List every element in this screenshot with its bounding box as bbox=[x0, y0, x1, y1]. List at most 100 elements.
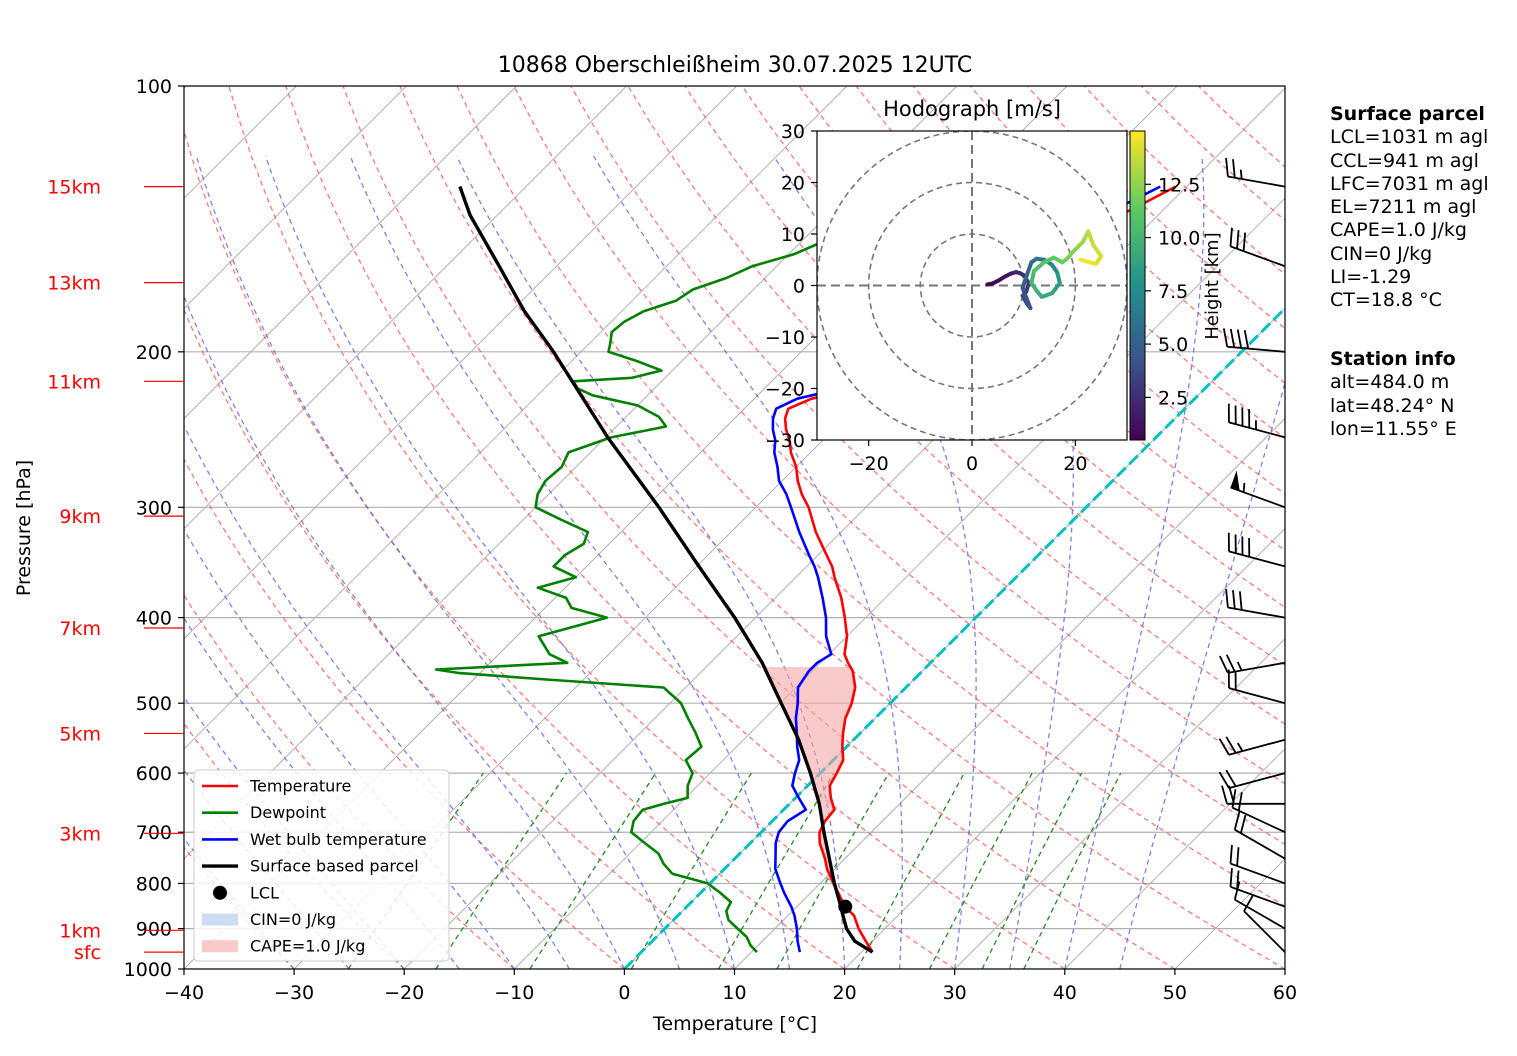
y-tick-label: 900 bbox=[136, 919, 172, 941]
moist-adiabat bbox=[184, 617, 460, 969]
legend-swatch bbox=[202, 913, 238, 926]
y-tick-label: 100 bbox=[136, 76, 172, 98]
height-label: sfc bbox=[74, 942, 101, 964]
wind-barbs bbox=[1218, 157, 1286, 953]
x-tick-label: 20 bbox=[833, 982, 857, 1004]
hodograph-segment bbox=[1032, 260, 1046, 274]
isotherm bbox=[844, 527, 1285, 969]
y-tick-label: 1000 bbox=[124, 959, 172, 981]
moist-adiabat bbox=[184, 294, 625, 969]
hodo-y-tick-label: 30 bbox=[781, 121, 805, 143]
wind-barb bbox=[1225, 588, 1286, 619]
height-label: 1km bbox=[59, 920, 101, 942]
y-tick-label: 500 bbox=[136, 693, 172, 715]
legend-label: CAPE=1.0 J/kg bbox=[250, 937, 365, 956]
dry-adiabat bbox=[456, 86, 1285, 907]
legend-swatch bbox=[213, 885, 227, 900]
legend-label: Surface based parcel bbox=[250, 857, 419, 876]
wet-bulb-zero-line bbox=[623, 306, 1285, 969]
hodo-x-tick-label: −20 bbox=[849, 453, 889, 475]
isotherm bbox=[184, 86, 517, 420]
info-line: CCL=941 m agl bbox=[1330, 149, 1479, 172]
legend-label: LCL bbox=[250, 883, 279, 902]
wind-barb bbox=[1230, 470, 1286, 509]
info-line: lat=48.24° N bbox=[1330, 394, 1455, 417]
hodo-y-tick-label: 20 bbox=[781, 173, 805, 195]
colorbar-label: Height [km] bbox=[1202, 232, 1223, 339]
x-tick-label: −30 bbox=[274, 982, 314, 1004]
info-line: CIN=0 J/kg bbox=[1330, 242, 1433, 265]
moist-adiabat bbox=[184, 424, 570, 969]
colorbar-tick-label: 12.5 bbox=[1158, 174, 1200, 196]
x-tick-label: 10 bbox=[722, 982, 746, 1004]
height-label: 3km bbox=[59, 823, 101, 845]
info-line: CT=18.8 °C bbox=[1330, 289, 1442, 312]
moist-adiabat bbox=[996, 155, 1074, 969]
y-tick-label: 400 bbox=[136, 608, 172, 630]
hodo-y-tick-label: 0 bbox=[793, 276, 805, 298]
mixing-ratio-line bbox=[856, 772, 965, 969]
wind-barb bbox=[1229, 868, 1286, 908]
height-label: 11km bbox=[47, 371, 101, 393]
legend-label: Temperature bbox=[249, 777, 351, 796]
x-tick-label: 60 bbox=[1273, 982, 1297, 1004]
y-tick-label: 200 bbox=[136, 342, 172, 364]
height-label: 15km bbox=[47, 177, 101, 199]
x-tick-label: −10 bbox=[494, 982, 534, 1004]
hodo-y-tick-label: −20 bbox=[765, 379, 805, 401]
dry-adiabat bbox=[184, 457, 625, 969]
dry-adiabat bbox=[513, 86, 1285, 846]
wind-barb bbox=[1233, 881, 1286, 930]
wind-barb bbox=[1222, 328, 1286, 353]
dry-adiabat bbox=[184, 722, 405, 969]
hodograph: Hodograph [m/s] −20 0 20 30 20 10 0 −10 −20 −30 1… bbox=[765, 97, 1223, 475]
wind-barb bbox=[1218, 769, 1286, 789]
wind-barb bbox=[1229, 227, 1286, 268]
height-label: 13km bbox=[47, 273, 101, 295]
x-tick-label: 40 bbox=[1053, 982, 1077, 1004]
mixing-ratio-line bbox=[717, 772, 835, 969]
x-axis-label: Temperature [°C] bbox=[652, 1013, 817, 1035]
hodograph-segment bbox=[1022, 260, 1034, 284]
dry-adiabat bbox=[570, 86, 1285, 785]
surface-parcel-header: Surface parcel bbox=[1330, 103, 1485, 125]
hodo-x-tick-label: 20 bbox=[1063, 453, 1087, 475]
info-line: LI=-1.29 bbox=[1330, 266, 1412, 289]
wind-barb bbox=[1233, 811, 1286, 860]
y-axis-label: Pressure [hPa] bbox=[13, 460, 35, 596]
mixing-ratio-line bbox=[776, 772, 890, 969]
wind-barb bbox=[1243, 894, 1286, 953]
wind-barb bbox=[1231, 789, 1286, 834]
isotherm bbox=[954, 637, 1285, 969]
dry-adiabat bbox=[228, 86, 956, 969]
mixing-ratio-line bbox=[630, 772, 752, 969]
isotherm bbox=[1064, 748, 1285, 969]
mixing-ratio-line bbox=[1023, 772, 1122, 969]
info-line: EL=7211 m agl bbox=[1330, 196, 1477, 219]
height-label: 5km bbox=[59, 723, 101, 745]
isotherm bbox=[184, 86, 407, 310]
isotherm bbox=[184, 86, 738, 640]
wind-barb bbox=[1227, 403, 1286, 439]
moist-adiabat bbox=[184, 696, 405, 969]
info-line: CAPE=1.0 J/kg bbox=[1330, 219, 1467, 242]
moist-adiabat bbox=[349, 155, 791, 969]
wind-barb bbox=[1229, 844, 1286, 885]
x-tick-label: −20 bbox=[384, 982, 424, 1004]
moist-adiabat bbox=[1064, 155, 1205, 969]
moist-adiabat bbox=[1119, 380, 1285, 969]
wind-barb bbox=[1218, 736, 1286, 756]
hodograph-segment bbox=[1078, 257, 1094, 265]
colorbar-tick-label: 7.5 bbox=[1158, 281, 1188, 303]
y-tick-label: 300 bbox=[136, 497, 172, 519]
dry-adiabat bbox=[184, 308, 735, 969]
hodograph-title: Hodograph [m/s] bbox=[883, 97, 1061, 121]
moist-adiabat bbox=[195, 155, 681, 969]
dry-adiabat bbox=[285, 86, 1066, 969]
moist-adiabat bbox=[593, 155, 903, 969]
legend: Temperature Dewpoint Wet bulb temperature S… bbox=[193, 769, 450, 962]
hodograph-segment bbox=[1050, 280, 1062, 296]
dewpoint-line bbox=[434, 185, 967, 953]
colorbar-tick-label: 5.0 bbox=[1158, 334, 1188, 356]
legend-swatch bbox=[202, 940, 238, 953]
